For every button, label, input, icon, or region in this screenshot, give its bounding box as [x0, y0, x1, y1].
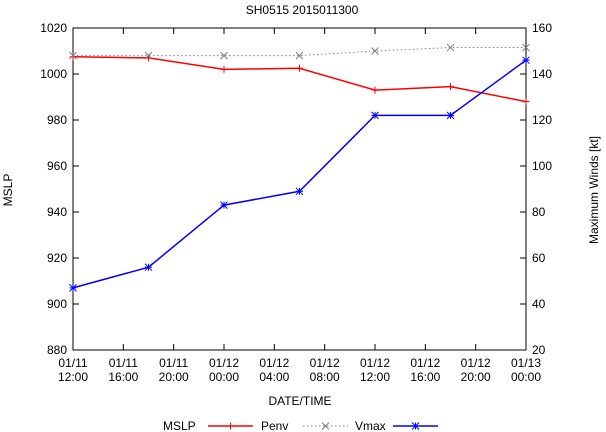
x-tick-label-date: 01/13: [511, 356, 541, 370]
x-tick-label-date: 01/12: [410, 356, 440, 370]
x-axis: 01/1112:0001/1116:0001/1120:0001/1200:00…: [58, 28, 541, 384]
marker-stroke: [522, 56, 530, 65]
series-layer: [69, 43, 530, 292]
data-point: [522, 98, 530, 106]
y2-axis-label: Maximum Winds [kt]: [587, 136, 601, 244]
data-point: [295, 51, 304, 60]
data-point: [69, 53, 77, 61]
data-point: [220, 65, 228, 73]
series-line-vmax: [73, 47, 526, 57]
y2-tick-label: 80: [532, 205, 546, 219]
x-tick-label-date: 01/12: [461, 356, 491, 370]
y2-tick-label: 60: [532, 251, 546, 265]
x-tick-label-time: 04:00: [259, 370, 289, 384]
legend: MSLP Penv Vmax: [163, 419, 438, 432]
x-tick-label-date: 01/12: [259, 356, 289, 370]
y2-tick-label: 120: [532, 113, 552, 127]
x-tick-label-time: 20:00: [159, 370, 189, 384]
y2-tick-label: 40: [532, 297, 546, 311]
data-point: [446, 111, 455, 120]
marker-stroke: [411, 422, 420, 430]
x-tick-label-date: 01/12: [209, 356, 239, 370]
data-point: [144, 51, 153, 60]
data-point: [69, 51, 77, 60]
data-point: [371, 47, 379, 55]
x-tick-label-time: 16:00: [108, 370, 138, 384]
x-tick-label-time: 20:00: [461, 370, 491, 384]
legend-marker-blue: [411, 422, 420, 430]
marker-stroke: [144, 263, 153, 272]
y-axis-left: 880 900 920 940 960 980 1000 1020: [40, 21, 79, 357]
marker-stroke: [522, 43, 530, 52]
marker-stroke: [371, 47, 379, 55]
y-tick-label: 900: [47, 297, 67, 311]
data-point: [522, 56, 530, 65]
x-tick-label-time: 12:00: [58, 370, 88, 384]
marker-stroke: [144, 51, 153, 60]
marker-stroke: [220, 201, 228, 209]
x-tick-label-time: 00:00: [209, 370, 239, 384]
data-point: [371, 86, 379, 94]
y-tick-label: 1020: [40, 21, 67, 35]
x-tick-label-date: 01/11: [58, 356, 87, 370]
x-tick-label-time: 16:00: [410, 370, 440, 384]
y-tick-label: 1000: [40, 67, 67, 81]
data-point: [296, 64, 303, 72]
legend-label-mslp: MSLP: [163, 419, 196, 432]
data-point: [295, 187, 304, 196]
marker-stroke: [69, 284, 77, 292]
y-tick-label: 920: [47, 251, 67, 265]
x-tick-label-time: 12:00: [360, 370, 390, 384]
plot-border: [72, 27, 527, 351]
x-tick-label-date: 01/11: [109, 356, 138, 370]
x-axis-label: DATE/TIME: [268, 394, 331, 408]
marker-stroke: [295, 51, 304, 60]
y-tick-label: 960: [47, 159, 67, 173]
y2-tick-label: 160: [532, 21, 552, 35]
marker-stroke: [446, 43, 455, 52]
legend-label-penv: Penv: [261, 419, 288, 432]
legend-label-vmax: Vmax: [355, 419, 386, 432]
y-axis-right: 20 40 60 80 100 120 140 160: [520, 21, 552, 357]
data-point: [144, 263, 153, 272]
marker-stroke: [446, 111, 455, 120]
marker-stroke: [321, 422, 330, 430]
legend-marker-penv: [227, 422, 234, 430]
y2-tick-label: 100: [532, 159, 552, 173]
marker-stroke: [69, 51, 77, 60]
marker-stroke: [371, 111, 379, 120]
data-point: [447, 83, 454, 91]
y-axis-label: MSLP: [1, 174, 15, 207]
x-tick-label-date: 01/12: [310, 356, 340, 370]
data-point: [220, 201, 228, 209]
data-point: [522, 43, 530, 52]
series-line-penv: [72, 56, 527, 103]
y-tick-label: 880: [47, 343, 67, 357]
data-point: [220, 51, 228, 60]
series-line-series-2: [72, 59, 527, 289]
x-tick-label-time: 08:00: [310, 370, 340, 384]
chart-title: SH0515 2015011300: [246, 3, 359, 17]
y-tick-label: 940: [47, 205, 67, 219]
data-point: [69, 284, 77, 292]
y-tick-label: 980: [47, 113, 67, 127]
data-point: [371, 111, 379, 120]
x-tick-label-date: 01/11: [159, 356, 188, 370]
plot-frame: [72, 27, 527, 351]
marker-stroke: [295, 187, 304, 196]
marker-stroke: [220, 51, 228, 60]
y2-tick-label: 20: [532, 343, 546, 357]
data-point: [446, 43, 455, 52]
legend-marker-vmax: [321, 422, 330, 430]
y2-tick-label: 140: [532, 67, 552, 81]
x-tick-label-time: 00:00: [511, 370, 541, 384]
x-tick-label-date: 01/12: [360, 356, 390, 370]
